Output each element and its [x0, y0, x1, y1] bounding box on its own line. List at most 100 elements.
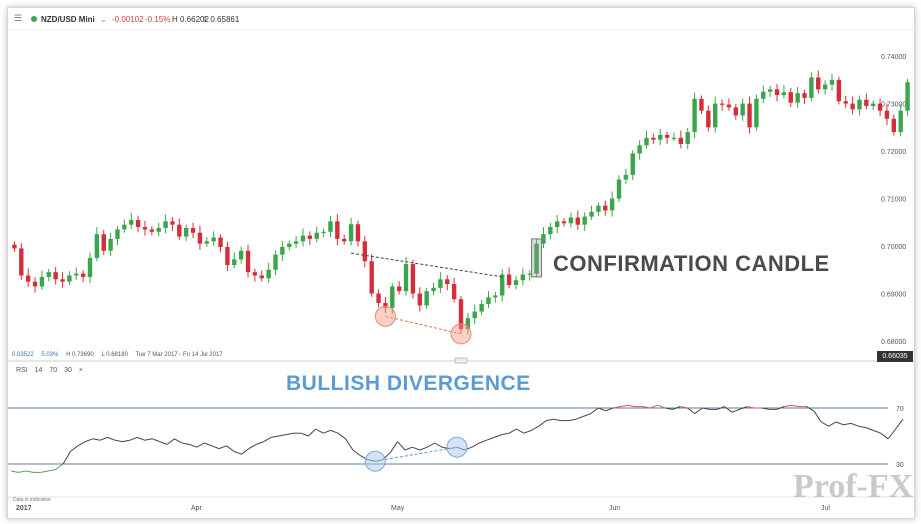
- bullish-candle: [905, 82, 910, 111]
- bullish-candle: [74, 273, 79, 276]
- bullish-candle: [328, 221, 333, 232]
- bearish-candle: [445, 279, 450, 285]
- bearish-candle: [170, 221, 175, 225]
- bearish-candle: [101, 234, 106, 251]
- bearish-candle: [19, 248, 24, 276]
- rsi-segment: [330, 429, 339, 434]
- bearish-candle: [355, 224, 361, 242]
- rsi-level-label: 30: [896, 462, 904, 469]
- rsi-segment: [233, 450, 242, 455]
- rsi-segment: [307, 428, 317, 437]
- rsi-segment: [412, 446, 421, 451]
- rsi-segment: [613, 406, 621, 409]
- rsi-segment: [665, 407, 673, 410]
- bearish-candle: [561, 221, 567, 224]
- rsi-segment: [204, 442, 212, 447]
- rsi-segment: [315, 428, 324, 434]
- bullish-candle: [500, 274, 505, 296]
- menu-icon[interactable]: ☰: [14, 13, 23, 23]
- bullish-candle: [857, 99, 862, 110]
- bearish-candle: [884, 110, 890, 119]
- bearish-candle: [396, 286, 402, 292]
- rsi-segment: [657, 404, 666, 409]
- bullish-candle: [403, 264, 409, 292]
- rsi-segment: [783, 404, 792, 408]
- bearish-candle: [733, 107, 739, 116]
- rsi-segment: [531, 425, 540, 431]
- rsi-segment: [107, 436, 116, 441]
- bullish-candle: [280, 246, 285, 255]
- chart-canvas[interactable]: 0.74000 0.73000 0.72000 0.71000 0.70000 0.690…: [8, 8, 914, 518]
- rsi-segment: [345, 438, 354, 451]
- bearish-candle: [802, 93, 807, 98]
- bullish-candle: [94, 234, 100, 258]
- bullish-candle: [795, 93, 800, 103]
- current-price-badge: 0.66035: [877, 351, 913, 362]
- rsi-segment: [575, 415, 584, 420]
- symbol-title[interactable]: NZD/USD Mini: [41, 15, 95, 24]
- rsi-segment: [791, 404, 800, 408]
- rsi-segment: [702, 407, 710, 410]
- bullish-candle: [623, 174, 629, 180]
- bullish-candle: [348, 224, 354, 242]
- bullish-candle: [541, 234, 546, 244]
- rsi-segment: [434, 442, 443, 448]
- rsi-segment: [211, 445, 220, 450]
- bearish-candle: [699, 98, 704, 111]
- rsi-segment: [865, 427, 874, 431]
- bullish-candle: [108, 238, 113, 251]
- time-tick-label: Jun: [609, 505, 620, 512]
- rsi-segment: [18, 470, 26, 473]
- bearish-candle: [190, 228, 196, 233]
- bullish-candle: [609, 198, 615, 211]
- bullish-candle: [156, 228, 161, 232]
- rsi-segment: [404, 446, 413, 451]
- bearish-candle: [451, 284, 457, 300]
- bearish-candle: [259, 275, 264, 279]
- rsi-segment: [218, 445, 227, 450]
- rsi-segment: [389, 441, 398, 454]
- rsi-segment: [352, 449, 361, 456]
- rsi-segment: [100, 436, 108, 441]
- chart-header: ☰ NZD/USD Mini ⌄ -0.00102 -0.15% H 0.662…: [8, 8, 914, 30]
- bearish-candle: [135, 219, 141, 228]
- chevron-down-icon[interactable]: ⌄: [100, 15, 107, 24]
- price-tick-label: 0.70000: [881, 244, 906, 251]
- bearish-candle: [788, 92, 793, 103]
- rsi-segment: [48, 469, 56, 472]
- rsi-segment: [226, 445, 235, 452]
- time-tick-label: Jul: [821, 505, 830, 512]
- rsi-segment: [70, 445, 79, 452]
- bearish-candle: [369, 261, 374, 294]
- rsi-segment: [144, 438, 153, 441]
- bullish-candle: [390, 286, 395, 308]
- rsi-segment: [553, 418, 562, 422]
- bullish-candle: [314, 232, 319, 239]
- bullish-candle: [479, 303, 484, 312]
- rsi-segment: [694, 407, 703, 414]
- bullish-candle: [829, 79, 835, 85]
- rsi-segment: [152, 438, 160, 443]
- bullish-candle: [568, 217, 574, 224]
- rsi-legend-upper: 70: [49, 367, 58, 374]
- close-icon[interactable]: ×: [78, 367, 83, 374]
- rsi-segment: [122, 439, 131, 443]
- rsi-legend-period: 14: [34, 367, 43, 374]
- rsi-segment: [538, 420, 547, 427]
- bullish-candle: [87, 257, 93, 277]
- bearish-candle: [417, 293, 422, 306]
- stat-high: H 0.73690: [66, 352, 94, 358]
- bearish-candle: [342, 238, 347, 242]
- bullish-candle: [637, 145, 642, 154]
- bullish-candle: [122, 224, 127, 230]
- rsi-segment: [508, 428, 517, 434]
- pane-resize-handle: [454, 357, 468, 364]
- bearish-candle: [603, 205, 608, 211]
- bearish-candle: [678, 137, 684, 144]
- bearish-candle: [307, 235, 313, 239]
- rsi-segment: [642, 406, 651, 409]
- bullish-candle: [287, 243, 292, 247]
- rsi-segment: [337, 432, 346, 440]
- rsi-segment: [25, 470, 34, 473]
- price-tick-label: 0.73000: [881, 102, 906, 109]
